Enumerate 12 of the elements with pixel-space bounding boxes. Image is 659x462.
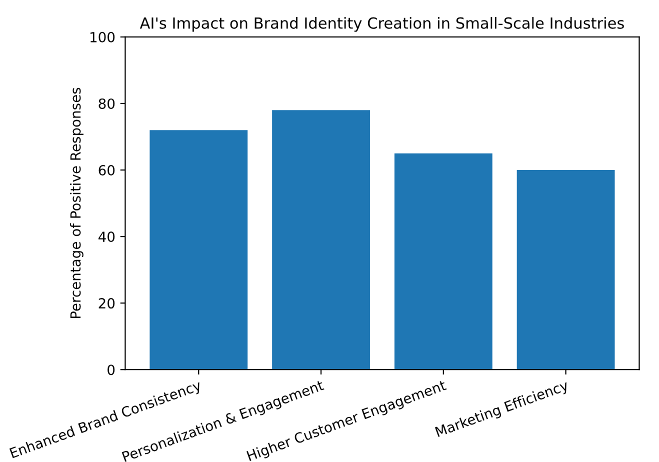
y-tick-label: 80 <box>98 98 115 109</box>
y-tick-label: 0 <box>108 364 115 376</box>
bar <box>272 110 370 370</box>
y-tick-label: 60 <box>98 164 115 176</box>
y-axis-title: Percentage of Positive Responses <box>70 88 84 318</box>
chart-title: AI's Impact on Brand Identity Creation in Small-Scale Industries <box>140 17 624 32</box>
bar <box>516 170 615 370</box>
y-tick-label: 100 <box>90 32 115 42</box>
bar <box>394 153 492 370</box>
y-tick-label: 20 <box>98 298 115 309</box>
y-tick-label: 40 <box>98 232 115 242</box>
bar <box>150 130 248 370</box>
